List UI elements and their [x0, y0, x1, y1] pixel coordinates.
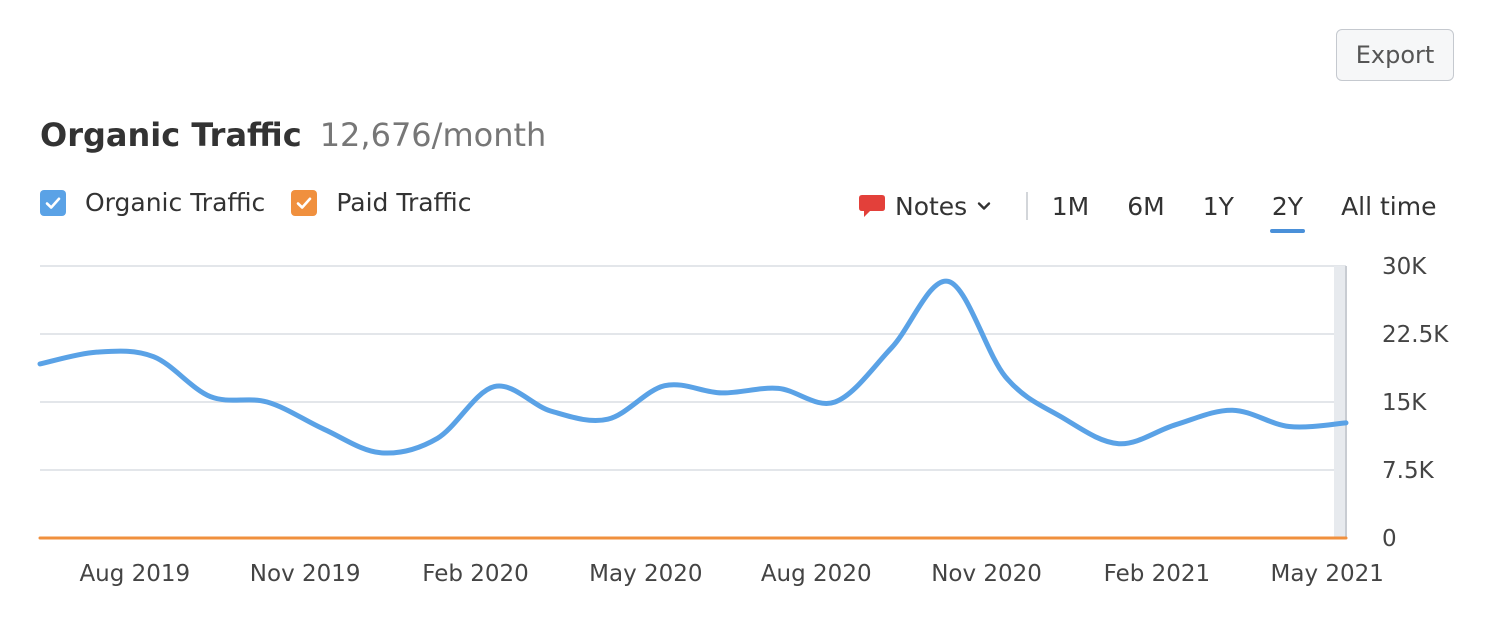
chart-controls: Notes 1M 6M 1Y 2Y All time [858, 184, 1437, 233]
x-tick-label: Nov 2019 [250, 561, 361, 587]
export-button[interactable]: Export [1336, 29, 1454, 81]
legend-item-paid-traffic[interactable]: Paid Traffic [291, 188, 471, 217]
x-tick-label: Feb 2021 [1104, 561, 1211, 587]
x-tick-label: Nov 2020 [931, 561, 1042, 587]
range-2y[interactable]: 2Y [1269, 191, 1306, 233]
divider [1026, 192, 1028, 220]
range-1y[interactable]: 1Y [1202, 191, 1234, 221]
notes-dropdown[interactable]: Notes [858, 192, 992, 221]
y-tick-label: 30K [1382, 254, 1427, 280]
x-tick-label: Feb 2020 [422, 561, 529, 587]
y-tick-label: 7.5K [1382, 458, 1435, 484]
range-1m[interactable]: 1M [1051, 191, 1090, 221]
x-tick-label: May 2021 [1271, 561, 1384, 587]
chart-header: Organic Traffic 12,676/month [40, 116, 546, 154]
legend-label: Organic Traffic [85, 188, 266, 217]
chevron-down-icon [978, 202, 991, 210]
organic-traffic-line [37, 278, 1349, 456]
checkbox-checked-icon[interactable] [291, 189, 318, 216]
checkbox-checked-icon[interactable] [40, 189, 66, 216]
range-6m[interactable]: 6M [1127, 191, 1165, 221]
speech-bubble-icon [859, 195, 885, 217]
y-tick-label: 22.5K [1382, 322, 1449, 348]
current-month-band [1334, 266, 1346, 538]
chart-title: Organic Traffic [40, 116, 302, 154]
x-tick-label: Aug 2019 [79, 561, 190, 587]
y-tick-label: 0 [1382, 526, 1397, 552]
legend-item-organic-traffic[interactable]: Organic Traffic [40, 188, 265, 217]
range-all-time[interactable]: All time [1341, 191, 1437, 221]
x-tick-label: Aug 2020 [761, 561, 872, 587]
traffic-chart: 0 7.5K 15K 22.5K 30K Aug 2019 Nov 2019 Feb 202… [37, 254, 1449, 587]
notes-label: Notes [895, 191, 968, 221]
monthly-traffic-value: 12,676/month [319, 116, 547, 154]
legend-label: Paid Traffic [336, 188, 472, 217]
x-tick-label: May 2020 [589, 561, 702, 587]
legend: Organic Traffic Paid Traffic [40, 188, 497, 217]
y-tick-label: 15K [1382, 390, 1427, 416]
